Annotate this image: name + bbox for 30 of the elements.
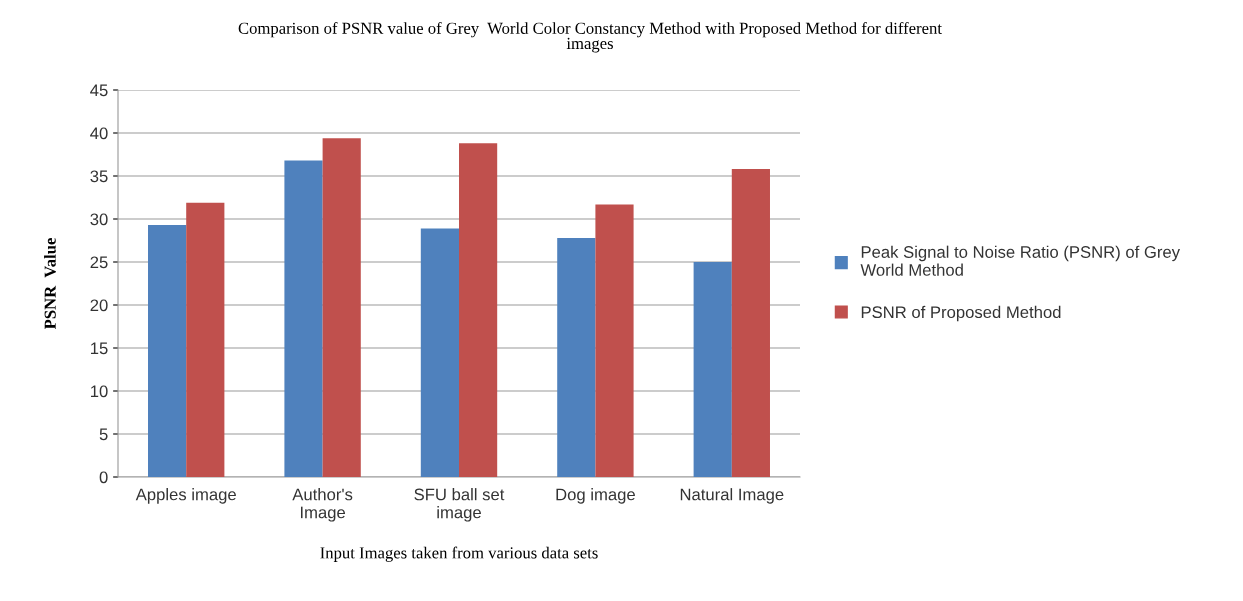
y-tick-label: 40 xyxy=(90,127,108,140)
y-tick-label: 0 xyxy=(99,471,108,484)
bar xyxy=(284,160,323,477)
y-tick-label: 45 xyxy=(90,84,108,97)
y-tick-label: 5 xyxy=(99,428,108,441)
x-tick-label: Dog image xyxy=(556,488,635,504)
y-tick-label: 10 xyxy=(91,385,108,398)
x-tick-label: Natural Image xyxy=(680,488,784,504)
bar xyxy=(595,204,634,477)
bar xyxy=(420,228,459,477)
x-axis-title: Input Images taken from various data sets xyxy=(320,546,598,562)
bar xyxy=(731,169,770,477)
chart-title: Comparison of PSNR value of Grey World Color Constancy Method with Proposed Method for different images xyxy=(238,22,942,53)
y-axis-title: PSNR Value xyxy=(44,238,56,330)
y-tick-label: 20 xyxy=(90,299,108,312)
y-tick-label: 25 xyxy=(90,256,108,269)
bar xyxy=(148,225,187,477)
bar xyxy=(322,138,361,477)
x-tick-label: Apples image xyxy=(135,488,236,504)
legend-label: Peak Signal to Noise Ratio (PSNR) of Grey World Method xyxy=(860,245,1180,276)
bar xyxy=(459,143,498,477)
x-tick-label: SFU ball set image xyxy=(414,488,505,522)
y-tick-label: 30 xyxy=(90,213,108,226)
x-tick-label: Author's Image xyxy=(292,488,353,522)
bar xyxy=(557,237,596,477)
y-tick-label: 15 xyxy=(91,342,108,355)
bar xyxy=(186,202,225,477)
legend-label: PSNR of Proposed Method xyxy=(861,305,1061,322)
y-tick-label: 35 xyxy=(90,170,108,183)
bar xyxy=(693,262,732,477)
